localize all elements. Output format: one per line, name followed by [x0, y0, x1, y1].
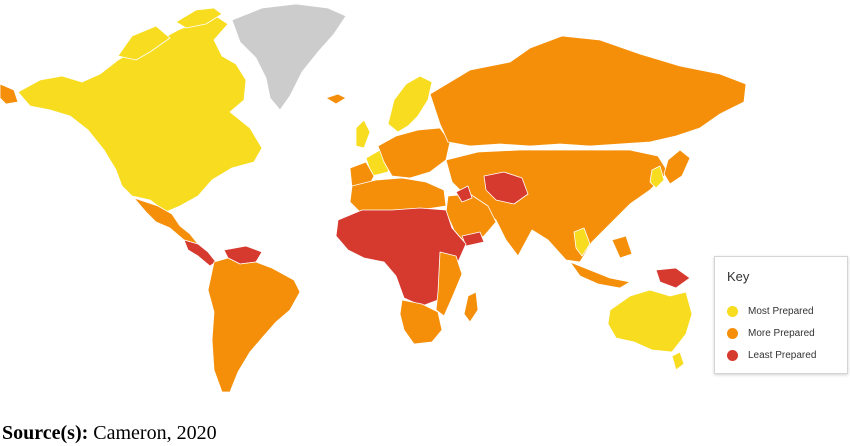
papua-new-guinea [655, 267, 691, 289]
southern-africa [399, 299, 443, 345]
thailand [573, 227, 591, 257]
east-africa [435, 251, 463, 317]
legend-label: Least Prepared [748, 349, 817, 361]
new-zealand [671, 351, 685, 371]
iran-afghanistan [483, 171, 529, 205]
legend-swatch [727, 349, 738, 361]
iceland [325, 93, 347, 105]
source-text: Cameron, 2020 [88, 422, 217, 444]
greenland [231, 3, 347, 111]
madagascar [463, 291, 479, 323]
legend-title: Key [727, 269, 750, 284]
legend-item-least-prepared: Least Prepared [727, 344, 835, 366]
europe [377, 127, 451, 179]
legend-label: Most Prepared [748, 305, 814, 317]
arctic-islands [117, 7, 223, 61]
central-america [183, 239, 217, 267]
alaska-west [0, 83, 19, 105]
legend-item-most-prepared: Most Prepared [727, 300, 835, 322]
source-label: Source(s): [2, 422, 89, 444]
australia [607, 289, 693, 353]
legend-item-more-prepared: More Prepared [727, 322, 835, 344]
source-citation: Source(s): Cameron, 2020 [2, 421, 217, 445]
southeast-asia-islands [569, 235, 633, 289]
legend-swatch [727, 327, 738, 339]
map-legend: Key Most Prepared More Prepared Least Pr… [714, 256, 848, 374]
world-map [0, 3, 747, 393]
russia [429, 35, 747, 147]
scandinavia [387, 75, 433, 133]
legend-swatch [727, 305, 738, 317]
legend-label: More Prepared [748, 327, 815, 339]
japan [663, 149, 691, 185]
north-africa [349, 177, 447, 215]
korea [649, 165, 665, 189]
uk-ireland [355, 119, 371, 149]
south-america [207, 257, 301, 393]
